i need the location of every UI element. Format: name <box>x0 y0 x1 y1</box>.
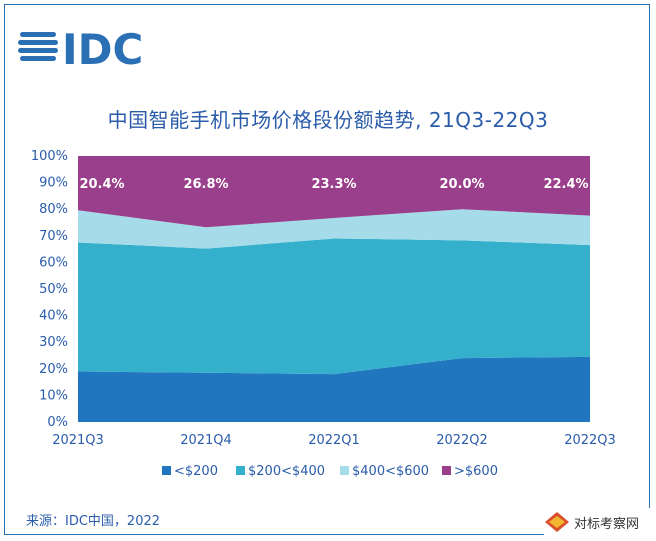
area-series-2 <box>78 209 590 249</box>
logo-text: IDC <box>62 25 143 72</box>
legend-swatch <box>162 466 171 475</box>
y-tick-label: 10% <box>39 388 68 403</box>
x-tick-label: 2022Q1 <box>308 433 360 448</box>
y-tick-label: 80% <box>39 202 68 217</box>
legend-label: $200<$400 <box>248 464 325 479</box>
legend-label: <$200 <box>174 464 218 479</box>
y-tick-label: 50% <box>39 282 68 297</box>
data-label: 20.0% <box>439 177 484 192</box>
chart-title: 中国智能手机市场价格段份额趋势, 21Q3-22Q3 <box>107 108 549 132</box>
data-label: 23.3% <box>311 177 356 192</box>
data-label: 20.4% <box>79 177 124 192</box>
watermark: 对标考察网 <box>544 508 654 536</box>
legend-swatch <box>442 466 451 475</box>
legend-swatch <box>340 466 349 475</box>
globe-icon <box>18 32 58 61</box>
legend-label: >$600 <box>454 464 498 479</box>
y-tick-label: 30% <box>39 335 68 350</box>
data-label: 26.8% <box>183 177 228 192</box>
legend-label: $400<$600 <box>352 464 429 479</box>
y-tick-label: 0% <box>47 415 68 430</box>
idc-logo: IDC <box>18 25 143 72</box>
area-series-3 <box>78 156 590 228</box>
y-tick-label: 20% <box>39 362 68 377</box>
y-tick-label: 70% <box>39 229 68 244</box>
data-label: 22.4% <box>543 177 588 192</box>
x-tick-label: 2021Q3 <box>52 433 104 448</box>
diamond-logo-icon <box>545 512 569 532</box>
source-note: 来源：IDC中国，2022 <box>26 514 161 529</box>
x-tick-label: 2021Q4 <box>180 433 232 448</box>
y-tick-label: 100% <box>31 149 68 164</box>
watermark-text: 对标考察网 <box>574 516 640 532</box>
x-tick-label: 2022Q2 <box>436 433 488 448</box>
y-tick-label: 60% <box>39 255 68 270</box>
y-tick-label: 90% <box>39 176 68 191</box>
x-tick-label: 2022Q3 <box>564 433 616 448</box>
legend-swatch <box>236 466 245 475</box>
area-series-0 <box>78 356 590 422</box>
area-series-1 <box>78 238 590 375</box>
y-tick-label: 40% <box>39 309 68 324</box>
